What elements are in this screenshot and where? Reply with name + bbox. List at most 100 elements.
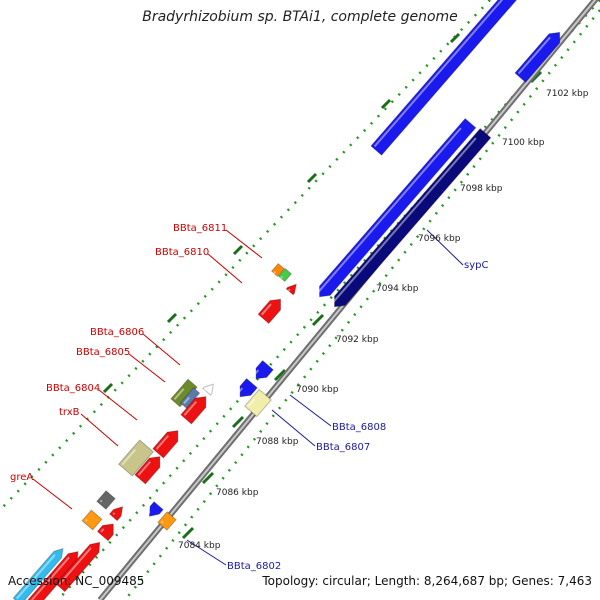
gene-6810	[257, 298, 282, 325]
gene-blue-6808b	[237, 377, 258, 398]
gene-6802-orange-shape	[157, 511, 177, 531]
gene-trxb-red-shine	[155, 434, 170, 450]
major-tick-2	[231, 415, 245, 429]
gene-blue-6808a-shape	[255, 359, 274, 380]
gene-label: BBta_6810	[155, 247, 209, 258]
gene-orange-grea-shine	[84, 518, 88, 522]
gene-blue-upper-shape	[370, 0, 535, 156]
gene-label: BBta_6806	[90, 327, 144, 338]
gene-6806	[170, 378, 198, 408]
gene-trxb-shine	[121, 448, 137, 466]
gene-orange-grea-shape	[81, 509, 103, 531]
gene-grey-shape	[96, 490, 116, 510]
gene-6811-red-shine	[287, 288, 291, 292]
gene-6804-shine	[183, 400, 198, 416]
gene-grey-shine	[99, 499, 103, 503]
gene-red-bottom2	[55, 541, 101, 593]
gene-label: trxB	[59, 407, 80, 418]
gene-6805-shape	[179, 387, 201, 409]
gene-navy-sypc-shape	[334, 127, 492, 308]
gene-6807-shine	[247, 398, 256, 408]
kbp-tick-label: 7084 kbp	[178, 541, 221, 551]
gene-6811-green	[277, 267, 293, 283]
gene-6811-green-shape	[277, 267, 293, 283]
leader-line	[225, 229, 263, 259]
gene-6804	[180, 396, 207, 425]
gene-6810-shine	[261, 303, 272, 316]
gene-blue-6808b-shine	[237, 387, 244, 394]
gene-red-bottom-shine	[30, 556, 70, 600]
gene-blue-sypc-outer-shape	[319, 117, 477, 298]
gene-red-small-shine	[112, 512, 116, 516]
outer-tick-1	[166, 312, 178, 324]
leader-line	[271, 409, 316, 447]
major-tick-1	[201, 471, 215, 485]
kbp-tick-label: 7092 kbp	[336, 335, 379, 345]
gene-6811-green-shine	[280, 275, 284, 279]
kbp-tick-label: 7096 kbp	[418, 234, 461, 244]
major-tick-4	[311, 313, 325, 327]
topology-text: Topology: circular; Length: 8,264,687 bp…	[262, 574, 592, 588]
kbp-tick-label: 7090 kbp	[296, 385, 339, 395]
gene-blue-6808a	[253, 359, 274, 380]
gene-label: BBta_6807	[316, 442, 370, 453]
gene-red-bottom-shape	[26, 550, 79, 600]
gene-trxb-red2-shape	[134, 456, 161, 485]
gene-blue-6808b-shape	[239, 377, 258, 398]
gene-6805-shine	[183, 396, 190, 405]
gene-blue-top	[514, 31, 561, 83]
gene-6807-shape	[244, 388, 272, 418]
gene-6802-blue-shape	[148, 501, 164, 517]
gene-blue-upper	[370, 0, 535, 156]
gene-cyan-shape	[12, 547, 64, 600]
gene-6811-orange	[270, 262, 286, 278]
gene-navy-sypc	[332, 127, 492, 308]
gene-label: BBta_6802	[227, 561, 281, 572]
gene-trxb-red2	[134, 456, 161, 485]
gene-6806-shape	[170, 378, 198, 408]
gene-6811-orange-shine	[273, 270, 277, 274]
major-tick-0	[181, 526, 195, 540]
gene-grea-shine	[100, 528, 105, 533]
outer-tick-0	[102, 382, 114, 394]
leader-line	[426, 229, 464, 266]
leader-line	[128, 353, 166, 383]
gene-6810-shape	[257, 298, 282, 325]
gene-label: BBta_6811	[173, 223, 227, 234]
gene-white-marker-shine	[204, 388, 208, 392]
gene-6802-blue-shine	[147, 510, 151, 514]
gene-trxb-red2-shine	[137, 460, 152, 476]
gene-6811-red-shape	[285, 283, 297, 296]
kbp-tick-label: 7086 kbp	[216, 488, 259, 498]
gene-6802-orange	[157, 511, 177, 531]
gene-blue-top-shine	[517, 36, 551, 75]
gene-6811-orange-shape	[270, 262, 286, 278]
gene-blue-top-shape	[514, 31, 561, 83]
gene-6802-orange-shine	[160, 520, 164, 524]
kbp-tick-labels: 7084 kbp 7086 kbp 7088 kbp 7090 kbp 7092 kbp…	[178, 89, 589, 551]
gene-6804-shape	[180, 396, 207, 425]
gene-label: BBta_6808	[332, 422, 386, 433]
gene-red-bottom2-shine	[58, 547, 92, 585]
gene-navy-sypc-shine	[332, 137, 477, 304]
leader-line	[80, 413, 119, 447]
gene-blue-sypc-outer	[317, 117, 477, 298]
tick-track-inner	[124, 9, 600, 600]
gene-grea-shape	[96, 523, 114, 542]
tick-track-outer	[0, 0, 491, 511]
accession-text: Accession: NC_009485	[8, 574, 145, 588]
outer-tick-4	[380, 98, 392, 110]
gene-grea	[96, 523, 114, 542]
outer-tick-3	[306, 172, 318, 184]
gene-label: BBta_6805	[76, 347, 130, 358]
leader-line	[142, 333, 181, 366]
gene-red-bottom	[26, 550, 79, 600]
leader-line	[186, 539, 227, 566]
gene-label: BBta_6804	[46, 383, 100, 394]
kbp-tick-label: 7100 kbp	[502, 138, 545, 148]
map-title: Bradyrhizobium sp. BTAi1, complete genom…	[142, 9, 458, 25]
gene-blue-6808a-shine	[253, 369, 260, 376]
gene-trxb-red-shape	[152, 430, 179, 459]
